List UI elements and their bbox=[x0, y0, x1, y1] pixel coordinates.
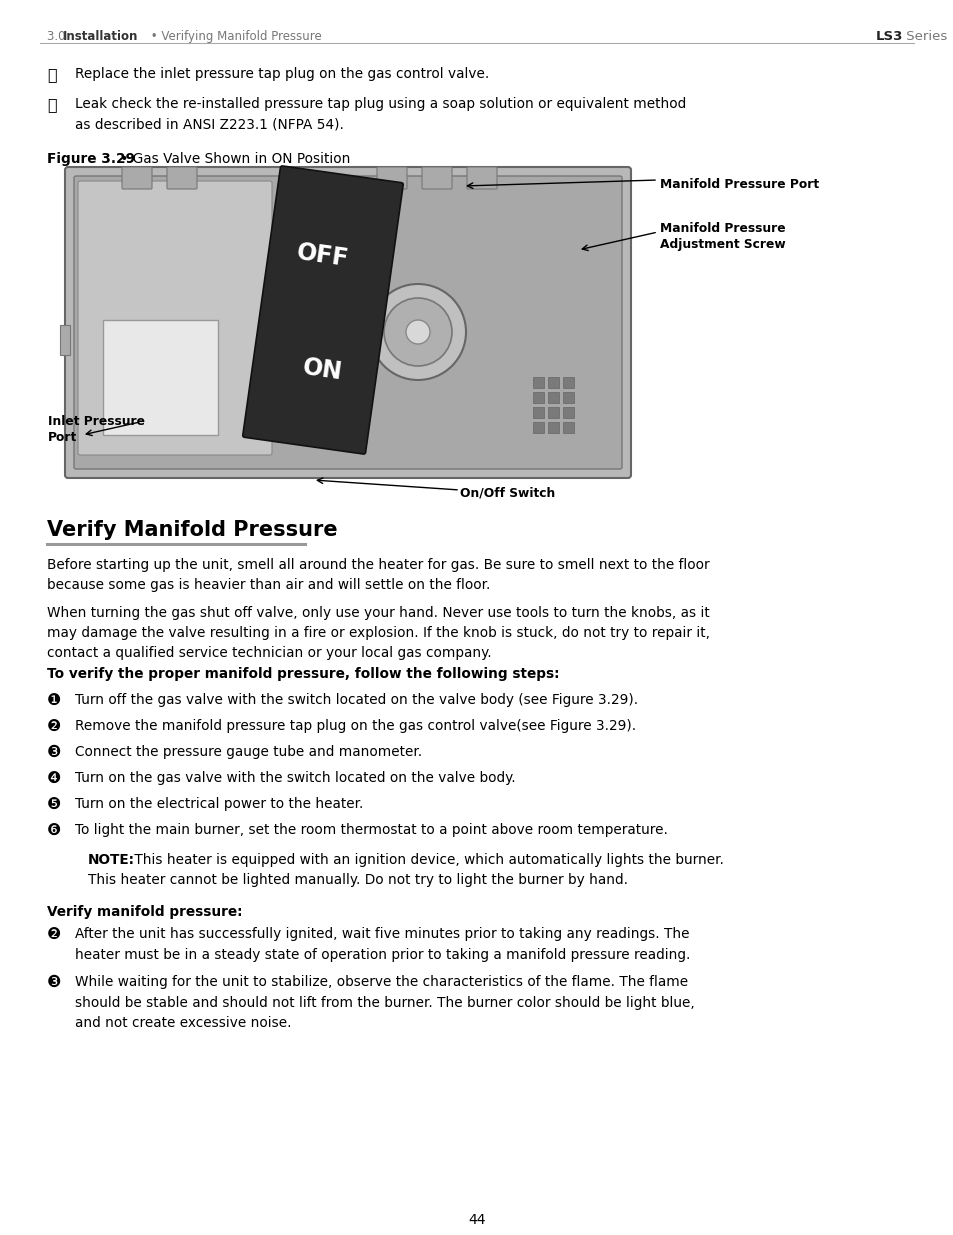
Text: Series: Series bbox=[901, 30, 946, 43]
FancyBboxPatch shape bbox=[167, 167, 196, 189]
FancyBboxPatch shape bbox=[421, 167, 452, 189]
Bar bbox=[547, 408, 558, 417]
Text: NOTE:: NOTE: bbox=[88, 853, 135, 867]
FancyBboxPatch shape bbox=[467, 167, 497, 189]
Text: Verify Manifold Pressure: Verify Manifold Pressure bbox=[47, 520, 337, 540]
Circle shape bbox=[370, 284, 465, 380]
Text: While waiting for the unit to stabilize, observe the characteristics of the flam: While waiting for the unit to stabilize,… bbox=[75, 974, 694, 1030]
Circle shape bbox=[406, 320, 430, 345]
Text: 44: 44 bbox=[468, 1213, 485, 1228]
Bar bbox=[533, 391, 543, 403]
Text: Manifold Pressure Port: Manifold Pressure Port bbox=[659, 178, 819, 191]
Text: When turning the gas shut off valve, only use your hand. Never use tools to turn: When turning the gas shut off valve, onl… bbox=[47, 606, 709, 620]
Text: Installation: Installation bbox=[63, 30, 138, 43]
Text: Turn off the gas valve with the switch located on the valve body (see Figure 3.2: Turn off the gas valve with the switch l… bbox=[75, 693, 638, 706]
Bar bbox=[547, 422, 558, 433]
FancyBboxPatch shape bbox=[78, 182, 272, 454]
Text: Leak check the re-installed pressure tap plug using a soap solution or equivalen: Leak check the re-installed pressure tap… bbox=[75, 98, 685, 132]
Bar bbox=[562, 391, 574, 403]
Text: LS3: LS3 bbox=[875, 30, 902, 43]
Text: To verify the proper manifold pressure, follow the following steps:: To verify the proper manifold pressure, … bbox=[47, 667, 558, 680]
Text: Remove the manifold pressure tap plug on the gas control valve(see Figure 3.29).: Remove the manifold pressure tap plug on… bbox=[75, 719, 636, 734]
FancyBboxPatch shape bbox=[242, 165, 403, 454]
Text: Figure 3.29: Figure 3.29 bbox=[47, 152, 135, 165]
Text: ⒴: ⒴ bbox=[47, 98, 56, 112]
Text: ❺: ❺ bbox=[47, 797, 61, 811]
Text: ⒳: ⒳ bbox=[47, 67, 56, 82]
Text: Inlet Pressure: Inlet Pressure bbox=[48, 415, 145, 429]
Text: This heater is equipped with an ignition device, which automatically lights the : This heater is equipped with an ignition… bbox=[130, 853, 723, 867]
Bar bbox=[562, 408, 574, 417]
Text: contact a qualified service technician or your local gas company.: contact a qualified service technician o… bbox=[47, 646, 491, 659]
Text: Turn on the gas valve with the switch located on the valve body.: Turn on the gas valve with the switch lo… bbox=[75, 771, 515, 785]
Text: Port: Port bbox=[48, 431, 77, 445]
Text: Replace the inlet pressure tap plug on the gas control valve.: Replace the inlet pressure tap plug on t… bbox=[75, 67, 489, 82]
Text: After the unit has successfully ignited, wait five minutes prior to taking any r: After the unit has successfully ignited,… bbox=[75, 927, 690, 962]
Text: Manifold Pressure: Manifold Pressure bbox=[659, 222, 785, 235]
Bar bbox=[562, 422, 574, 433]
Text: Adjustment Screw: Adjustment Screw bbox=[659, 238, 785, 251]
Text: Before starting up the unit, smell all around the heater for gas. Be sure to sme: Before starting up the unit, smell all a… bbox=[47, 558, 709, 572]
Text: This heater cannot be lighted manually. Do not try to light the burner by hand.: This heater cannot be lighted manually. … bbox=[88, 873, 627, 887]
FancyBboxPatch shape bbox=[74, 177, 621, 469]
Text: ON: ON bbox=[301, 354, 344, 384]
Text: ❹: ❹ bbox=[47, 771, 61, 785]
Bar bbox=[533, 408, 543, 417]
Circle shape bbox=[384, 298, 452, 366]
Text: ❷: ❷ bbox=[47, 719, 61, 734]
Bar bbox=[533, 422, 543, 433]
Bar bbox=[562, 377, 574, 388]
Bar bbox=[60, 325, 70, 354]
FancyBboxPatch shape bbox=[65, 167, 630, 478]
FancyBboxPatch shape bbox=[376, 167, 407, 189]
Text: Verify manifold pressure:: Verify manifold pressure: bbox=[47, 905, 242, 919]
Text: Turn on the electrical power to the heater.: Turn on the electrical power to the heat… bbox=[75, 797, 363, 811]
Text: Connect the pressure gauge tube and manometer.: Connect the pressure gauge tube and mano… bbox=[75, 745, 421, 760]
Text: ❷: ❷ bbox=[47, 927, 61, 942]
Text: ❶: ❶ bbox=[47, 693, 61, 708]
Text: On/Off Switch: On/Off Switch bbox=[459, 487, 555, 500]
Bar bbox=[533, 377, 543, 388]
FancyBboxPatch shape bbox=[122, 167, 152, 189]
Text: OFF: OFF bbox=[295, 241, 351, 272]
Bar bbox=[103, 320, 218, 435]
Text: may damage the valve resulting in a fire or explosion. If the knob is stuck, do : may damage the valve resulting in a fire… bbox=[47, 626, 709, 640]
Text: 3.0: 3.0 bbox=[47, 30, 70, 43]
Text: ❸: ❸ bbox=[47, 745, 61, 760]
Text: ❻: ❻ bbox=[47, 823, 61, 839]
Bar bbox=[547, 391, 558, 403]
Text: because some gas is heavier than air and will settle on the floor.: because some gas is heavier than air and… bbox=[47, 578, 490, 592]
Text: ❸: ❸ bbox=[47, 974, 61, 990]
Text: • Verifying Manifold Pressure: • Verifying Manifold Pressure bbox=[147, 30, 321, 43]
Bar bbox=[547, 377, 558, 388]
Text: • Gas Valve Shown in ON Position: • Gas Valve Shown in ON Position bbox=[116, 152, 350, 165]
Text: To light the main burner, set the room thermostat to a point above room temperat: To light the main burner, set the room t… bbox=[75, 823, 667, 837]
